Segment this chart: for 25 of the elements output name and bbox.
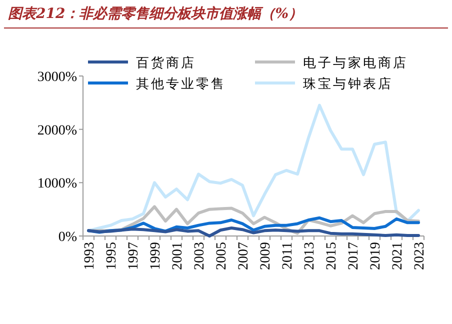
x-tick-label: 1995 <box>104 242 120 270</box>
x-tick-label: 2007 <box>236 242 252 270</box>
x-tick-label: 1993 <box>82 242 98 270</box>
x-tick-label: 2023 <box>412 242 428 270</box>
y-tick-label: 0% <box>58 230 78 245</box>
legend-label: 百货商店 <box>136 55 196 71</box>
x-tick-label: 1999 <box>148 242 164 270</box>
legend-label: 珠宝与钟表店 <box>303 76 393 92</box>
x-tick-label: 1997 <box>126 242 142 270</box>
legend-label: 其他专业零售 <box>136 77 226 92</box>
x-tick-label: 2017 <box>346 242 362 270</box>
x-tick-label: 2013 <box>302 242 318 270</box>
y-tick-label: 1000% <box>37 176 78 192</box>
x-tick-label: 2003 <box>192 242 208 270</box>
legend-label: 电子与家电商店 <box>303 55 408 71</box>
x-tick-label: 2001 <box>170 242 186 270</box>
x-tick-label: 2011 <box>280 242 296 270</box>
y-tick-label: 3000% <box>37 70 78 85</box>
x-tick-label: 2021 <box>390 242 406 270</box>
x-tick-label: 2009 <box>258 242 274 270</box>
x-tick-label: 2005 <box>214 242 230 270</box>
title: 图表212：非必需零售细分板块市值涨幅（%） <box>8 6 303 22</box>
x-tick-label: 2015 <box>324 242 340 270</box>
x-tick-label: 2019 <box>368 242 384 270</box>
y-tick-label: 2000% <box>37 123 78 138</box>
